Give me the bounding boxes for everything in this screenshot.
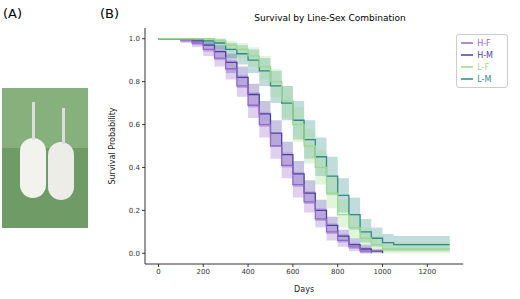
svg-text:200: 200	[197, 268, 210, 276]
svg-text:0: 0	[156, 268, 160, 276]
svg-text:Survival Probability: Survival Probability	[108, 107, 117, 184]
svg-text:Days: Days	[294, 285, 314, 294]
svg-text:1.0: 1.0	[129, 35, 140, 43]
svg-text:0.8: 0.8	[129, 78, 140, 86]
html-text:(B): (B)	[100, 6, 120, 21]
html-text:H-F: H-F	[477, 38, 491, 48]
html-text:L-F: L-F	[477, 62, 489, 72]
svg-text:0.0: 0.0	[129, 250, 140, 258]
svg-text:600: 600	[286, 268, 299, 276]
svg-text:1000: 1000	[374, 268, 392, 276]
svg-text:1200: 1200	[418, 268, 436, 276]
html-text:H-M: H-M	[477, 50, 493, 60]
svg-text:800: 800	[331, 268, 344, 276]
svg-text:400: 400	[241, 268, 254, 276]
svg-text:0.6: 0.6	[129, 121, 141, 129]
svg-text:0.2: 0.2	[129, 207, 140, 215]
html-text:L-M: L-M	[477, 74, 492, 84]
svg-text:0.4: 0.4	[129, 164, 141, 172]
html-text:(A): (A)	[3, 6, 22, 21]
html-text:Survival by Line-Sex Combinati: Survival by Line-Sex Combination	[254, 13, 406, 23]
